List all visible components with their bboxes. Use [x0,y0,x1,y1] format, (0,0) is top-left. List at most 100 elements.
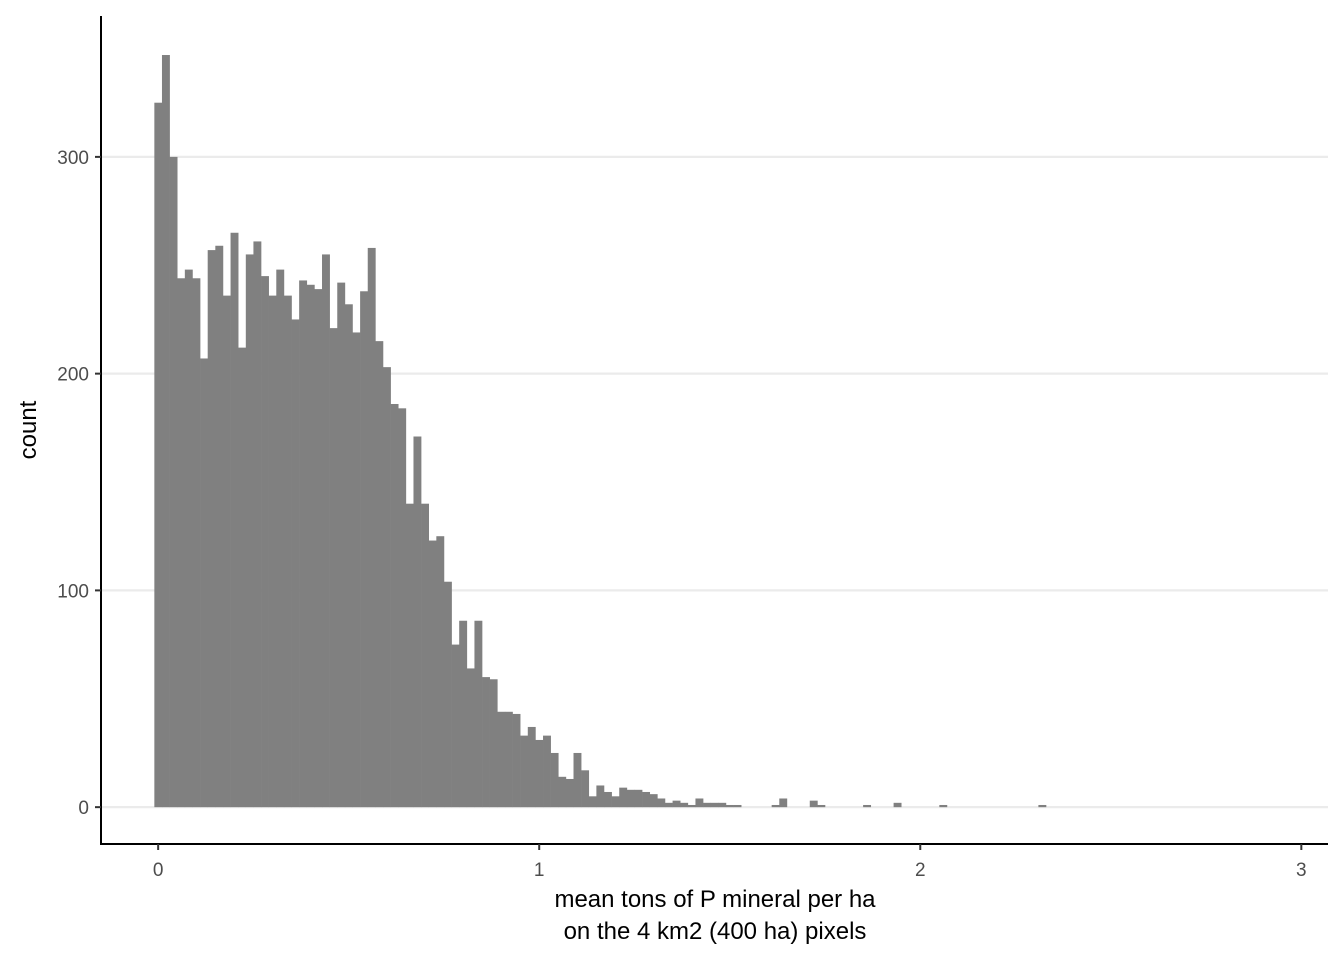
histogram-bar [276,269,285,808]
histogram-bar [192,278,201,808]
histogram-bar [352,332,361,808]
histogram-bar [771,804,780,808]
histogram-bar [428,540,437,808]
x-tick-label: 3 [1296,860,1307,881]
histogram-bar [261,276,269,808]
histogram-bar [703,802,711,808]
histogram-bar [405,503,414,808]
histogram-bar [634,789,643,808]
histogram-bar [1038,804,1047,808]
histogram-bar [200,358,208,808]
histogram-bar [322,254,330,808]
histogram-bar [291,319,300,808]
histogram-bar [451,644,460,808]
histogram-bar [169,156,178,808]
histogram-bar [611,796,620,808]
y-axis-title: count [15,400,42,459]
histogram-bar [253,241,262,808]
histogram-bar [565,778,574,808]
histogram-bar [283,295,292,808]
histogram-bar [474,620,483,808]
histogram-bar [893,802,902,808]
y-tick-label: 200 [57,365,89,386]
histogram-bar [306,284,315,808]
histogram-bar [687,804,696,808]
x-tick-label: 2 [915,860,926,881]
histogram-bar [520,735,529,808]
histogram-bar [497,711,506,808]
histogram-bar [466,668,475,808]
histogram-bar [482,677,490,808]
histogram-bar [527,726,536,808]
histogram-bar [489,679,498,808]
histogram-bars [154,55,1047,808]
x-tick-label: 0 [153,860,164,881]
histogram-bar [649,794,658,808]
histogram-bar [245,254,254,808]
histogram-bar [268,295,277,808]
histogram-bar [863,804,872,808]
histogram-bar [337,282,346,808]
histogram-bar [733,804,742,808]
histogram-bar [390,403,399,808]
histogram-bar [588,796,597,808]
histogram-bar [939,804,948,808]
histogram-bar [809,800,818,808]
histogram-bar [725,804,734,808]
histogram-bar [299,280,308,808]
histogram-bar [177,278,186,808]
histogram-bar [161,55,170,808]
y-tick-label: 100 [57,581,89,602]
histogram-bar [619,787,628,808]
x-axis-title-line2: on the 4 km2 (400 ha) pixels [564,918,867,945]
histogram-bar [710,802,719,808]
y-tick-label: 0 [78,798,89,819]
histogram-bar [550,752,559,808]
histogram-bar [535,739,544,808]
histogram-bar [581,770,590,808]
histogram-bar [543,735,551,808]
histogram-bar [558,776,567,808]
histogram-bar [718,802,727,808]
histogram-bar [672,800,681,808]
histogram-bar [314,289,323,808]
histogram-bar [238,347,247,808]
histogram-bar [360,291,369,808]
histogram-bar [329,328,338,808]
histogram-bar [230,232,239,808]
histogram-bar [421,503,430,808]
histogram-bar [695,798,704,808]
histogram-bar [398,408,407,808]
histogram-bar [817,804,826,808]
histogram-bar [680,802,689,808]
histogram-bar [642,791,651,808]
axes [100,16,1328,845]
histogram-bar [512,713,521,808]
histogram-bar [184,269,193,808]
histogram-bar [382,367,391,808]
histogram-bar [222,295,231,808]
histogram-bar [596,785,605,808]
histogram-bar [375,341,384,808]
histogram-bar [626,789,635,808]
histogram-bar [443,581,452,808]
ticks: 0 100 200 300 0 1 2 3 [57,148,1306,881]
histogram-bar [779,798,788,808]
histogram-bar [603,791,612,808]
histogram-bar [215,245,224,808]
y-tick-label: 300 [57,148,89,169]
histogram-bar [436,536,445,808]
histogram-bar [459,620,468,808]
histogram-bar [344,304,353,808]
histogram-bar [154,102,163,808]
histogram-bar [413,436,422,808]
histogram-bar [207,250,216,808]
x-tick-label: 1 [534,860,545,881]
x-axis-title-line1: mean tons of P mineral per ha [554,886,876,913]
histogram-bar [664,802,673,808]
histogram-bar [657,798,666,808]
histogram-bar [504,711,513,808]
histogram-bar [367,247,376,808]
histogram-bar [573,752,582,808]
